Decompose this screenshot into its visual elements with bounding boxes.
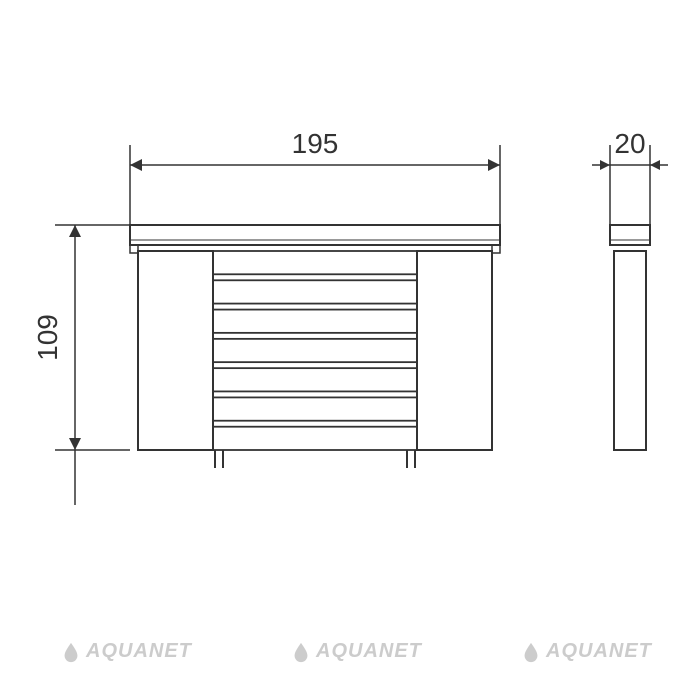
watermark-text: AQUANET [86, 640, 192, 663]
watermark-text: AQUANET [546, 640, 652, 663]
dim-depth: 20 [614, 128, 645, 159]
dim-width: 195 [292, 128, 339, 159]
watermark-text: AQUANET [316, 640, 422, 663]
watermark-1: AQUANET [60, 640, 192, 663]
watermark-3: AQUANET [520, 640, 652, 663]
watermark-2: AQUANET [290, 640, 422, 663]
dim-height: 109 [32, 314, 63, 361]
